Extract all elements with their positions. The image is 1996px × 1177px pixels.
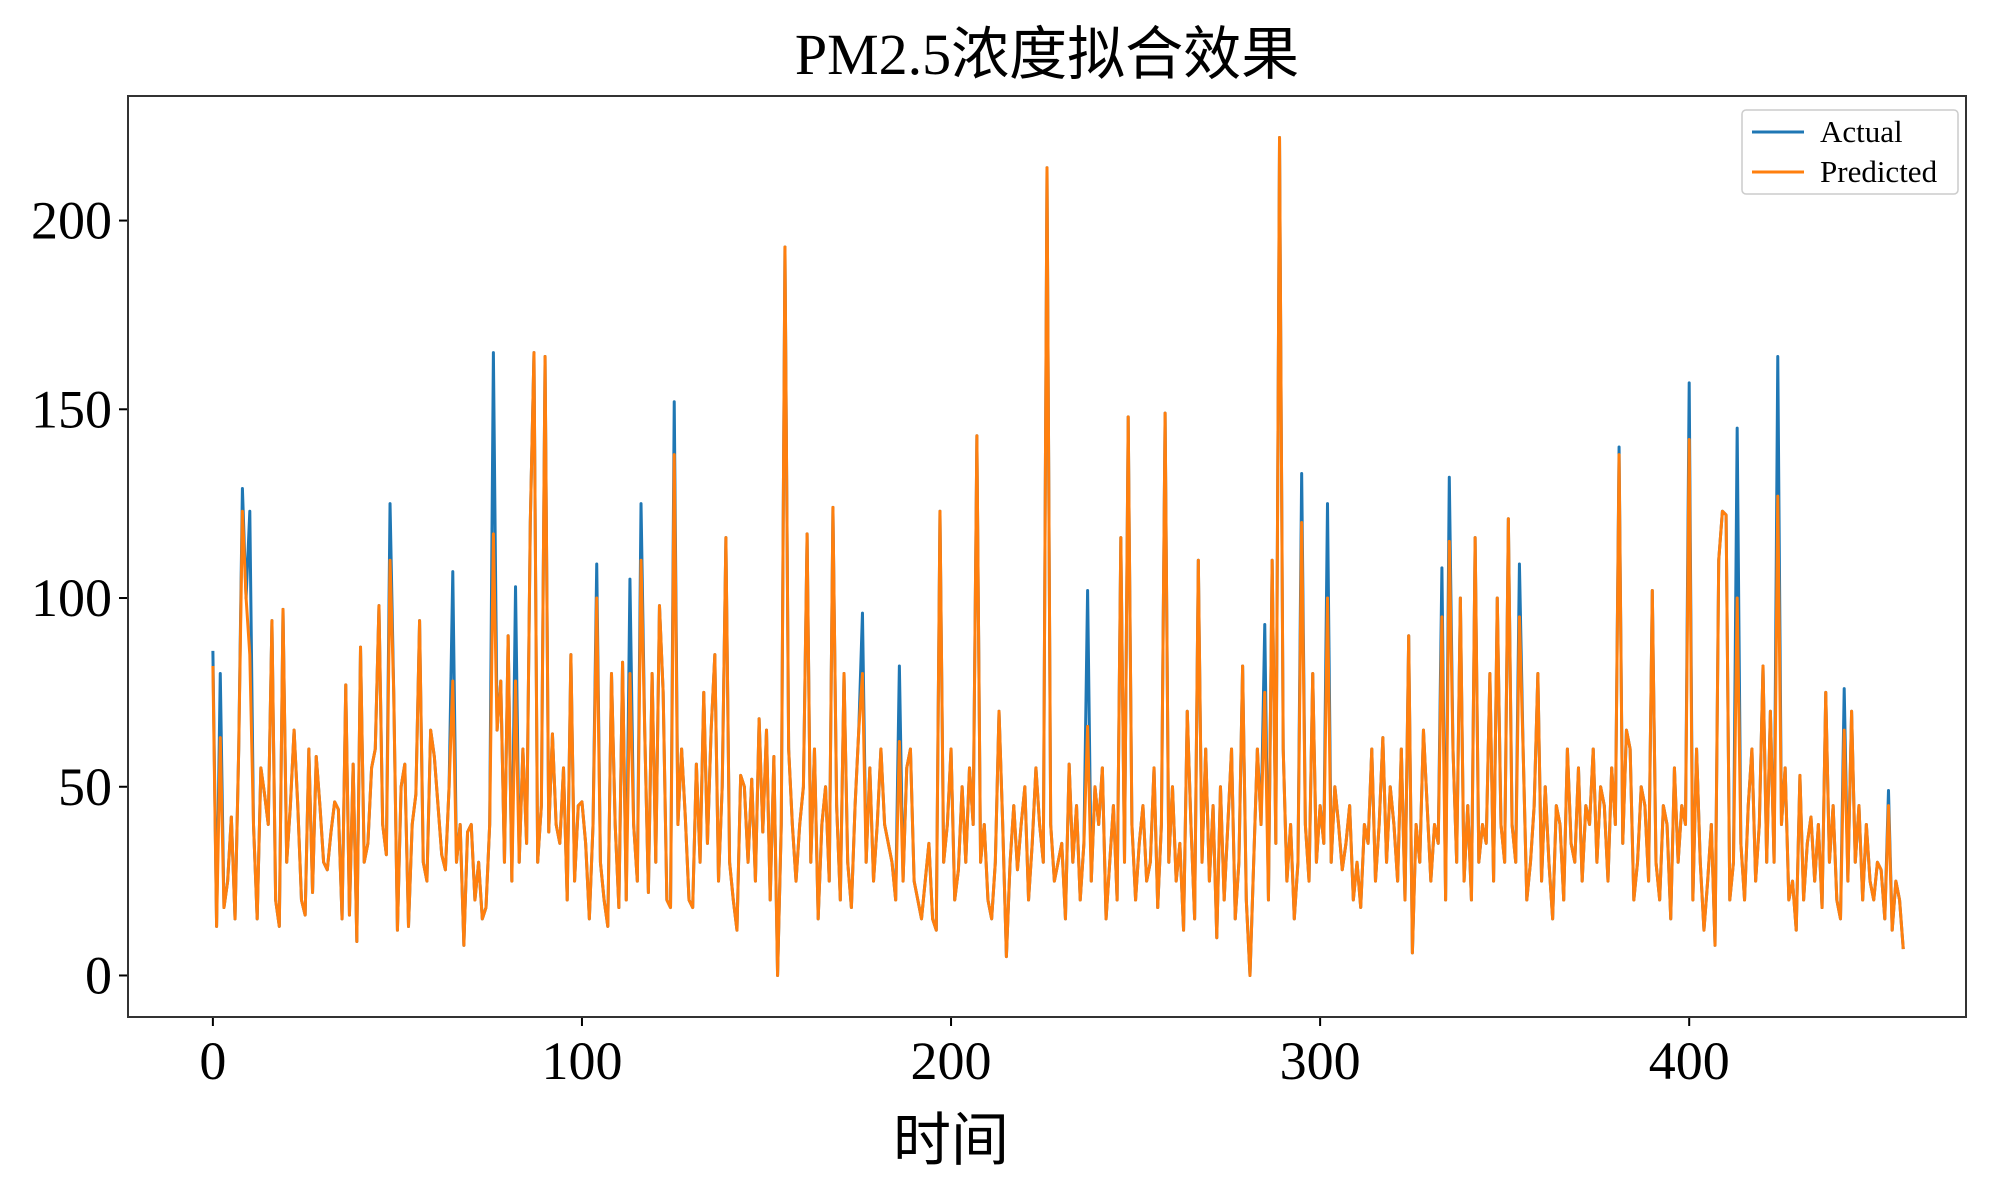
x-tick-label: 0 xyxy=(199,1031,226,1091)
y-tick-label: 100 xyxy=(31,568,112,628)
legend-label: Actual xyxy=(1820,114,1903,149)
legend-label: Predicted xyxy=(1820,154,1938,189)
y-tick-label: 150 xyxy=(31,379,112,439)
series-line xyxy=(211,136,1905,977)
y-tick-label: 0 xyxy=(85,945,112,1005)
y-tick-label: 200 xyxy=(31,191,112,251)
x-tick-label: 100 xyxy=(541,1031,622,1091)
y-tick-label: 50 xyxy=(58,757,112,817)
x-tick-label: 300 xyxy=(1280,1031,1361,1091)
x-tick-label: 200 xyxy=(911,1031,992,1091)
chart-title: PM2.5浓度拟合效果 xyxy=(795,22,1299,87)
x-axis-label: 时间 xyxy=(893,1108,1009,1173)
x-tick-label: 400 xyxy=(1649,1031,1730,1091)
plot-frame xyxy=(127,95,1967,1018)
